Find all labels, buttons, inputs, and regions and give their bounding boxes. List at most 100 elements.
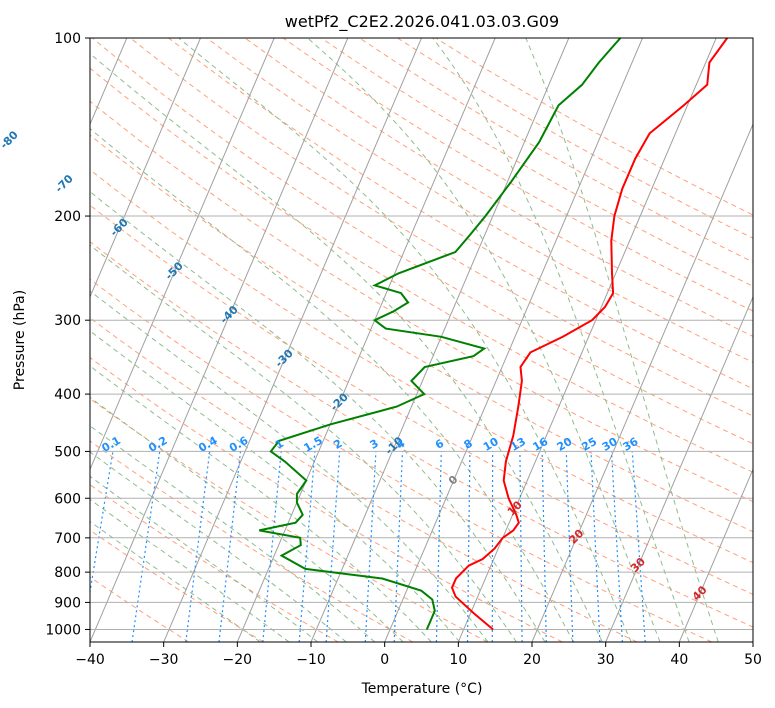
plot-frame <box>89 37 754 643</box>
y-tick-label: 400 <box>54 387 81 403</box>
mixing-ratio-line <box>262 451 282 642</box>
isotherm-label: 0 <box>446 473 461 488</box>
dry-adiabat <box>130 38 753 417</box>
mixing-ratio-line <box>364 451 377 642</box>
moist-adiabat <box>307 38 661 642</box>
dry-adiabat <box>168 38 753 390</box>
y-tick-label: 300 <box>54 313 81 329</box>
dewpoint-line <box>258 38 622 630</box>
mixing-ratio-line <box>565 451 574 642</box>
x-tick-label: 30 <box>597 652 615 668</box>
isotherm <box>605 295 753 642</box>
mixing-ratio-line <box>631 451 646 642</box>
pressure-gridlines <box>90 38 753 630</box>
dry-adiabat <box>90 241 753 628</box>
isotherm <box>678 468 753 642</box>
isotherm <box>457 38 717 642</box>
moist-adiabat <box>90 498 290 642</box>
mixing-ratio-line <box>393 451 404 642</box>
isotherm <box>310 38 570 642</box>
x-tick-label: −20 <box>223 652 253 668</box>
y-tick-label: 1000 <box>45 622 81 638</box>
dry-adiabat <box>244 38 753 337</box>
mixing-ratio-line <box>519 451 523 642</box>
mixing-ratio-line <box>298 451 316 642</box>
moist-adiabat <box>178 38 632 642</box>
x-axis-label: Temperature (°C) <box>361 681 483 697</box>
mixing-ratio-line <box>466 451 471 642</box>
isotherm-label: -80 <box>0 128 21 151</box>
isotherm <box>236 38 496 642</box>
mixing-ratio-line <box>131 451 161 642</box>
moist-adiabat <box>90 365 432 642</box>
x-tick-label: 20 <box>523 652 541 668</box>
mixing-ratio-line <box>218 451 242 642</box>
x-tick-label: 0 <box>380 652 389 668</box>
moist-adiabat <box>90 290 489 642</box>
mixing-ratio-line <box>185 451 211 642</box>
moist-adiabat <box>90 396 404 642</box>
x-tick-label: −30 <box>149 652 179 668</box>
dry-adiabat <box>90 278 712 642</box>
x-tick-label: −10 <box>296 652 326 668</box>
dry-adiabat <box>90 398 488 642</box>
y-tick-label: 500 <box>54 444 81 460</box>
y-tick-label: 800 <box>54 565 81 581</box>
isotherm-label: 20 <box>566 526 586 546</box>
isotherm <box>752 640 753 642</box>
dry-adiabat <box>206 38 753 363</box>
x-tick-label: 40 <box>670 652 688 668</box>
isotherm <box>531 122 753 642</box>
mixing-ratio-label: 3 <box>368 437 381 452</box>
mixing-ratio-line <box>590 451 601 642</box>
dry-adiabat <box>282 38 753 312</box>
mixing-ratio-line <box>610 451 623 642</box>
isotherm-label: 40 <box>690 583 710 603</box>
dry-adiabat <box>90 169 753 564</box>
isotherm <box>90 38 275 471</box>
y-tick-label: 100 <box>54 31 81 47</box>
y-tick-label: 900 <box>54 595 81 611</box>
moist-adiabat <box>90 451 347 642</box>
moist-adiabat <box>90 330 461 642</box>
dry-adiabat <box>359 38 753 263</box>
y-tick-label: 600 <box>54 491 81 507</box>
isotherm-label: 10 <box>505 498 525 518</box>
moist-adiabat <box>90 128 575 642</box>
dry-adiabat <box>90 440 414 642</box>
background-lines <box>90 38 753 642</box>
dry-adiabat <box>435 38 753 216</box>
isotherm-label: -60 <box>108 216 131 239</box>
mixing-ratio-line <box>325 451 341 642</box>
dry-adiabat <box>90 317 638 642</box>
moist-adiabat <box>90 475 319 642</box>
isotherm-label: -70 <box>53 172 76 195</box>
x-tick-label: −40 <box>75 652 105 668</box>
dry-adiabat <box>90 134 753 533</box>
moist-adiabat <box>432 38 690 642</box>
x-tick-label: 50 <box>744 652 762 668</box>
temperature-line <box>450 38 729 631</box>
moist-adiabat <box>525 38 719 642</box>
moist-adiabat <box>90 52 603 642</box>
mixing-ratio-line <box>90 451 114 596</box>
y-tick-label: 700 <box>54 531 81 547</box>
moist-adiabat <box>90 191 546 642</box>
isotherm <box>384 38 643 642</box>
moist-adiabat <box>90 244 517 642</box>
mixing-ratio-line <box>435 451 442 642</box>
y-tick-label: 200 <box>54 209 81 225</box>
dry-adiabat <box>90 576 190 642</box>
mixing-ratio-line <box>541 451 547 642</box>
x-axis-ticks: −40 −30 −20 −10 0 10 20 30 40 50 <box>75 642 762 668</box>
profiles <box>258 38 729 631</box>
isotherm-label: -30 <box>273 347 296 370</box>
isotherm <box>90 38 349 642</box>
isotherm <box>90 38 201 299</box>
moist-adiabat <box>90 425 376 642</box>
dry-adiabat <box>90 67 753 473</box>
y-axis-label: Pressure (hPa) <box>12 290 28 390</box>
chart-title: wetPf2_C2E2.2026.041.03.03.G09 <box>285 12 559 32</box>
dry-adiabat <box>90 484 339 642</box>
